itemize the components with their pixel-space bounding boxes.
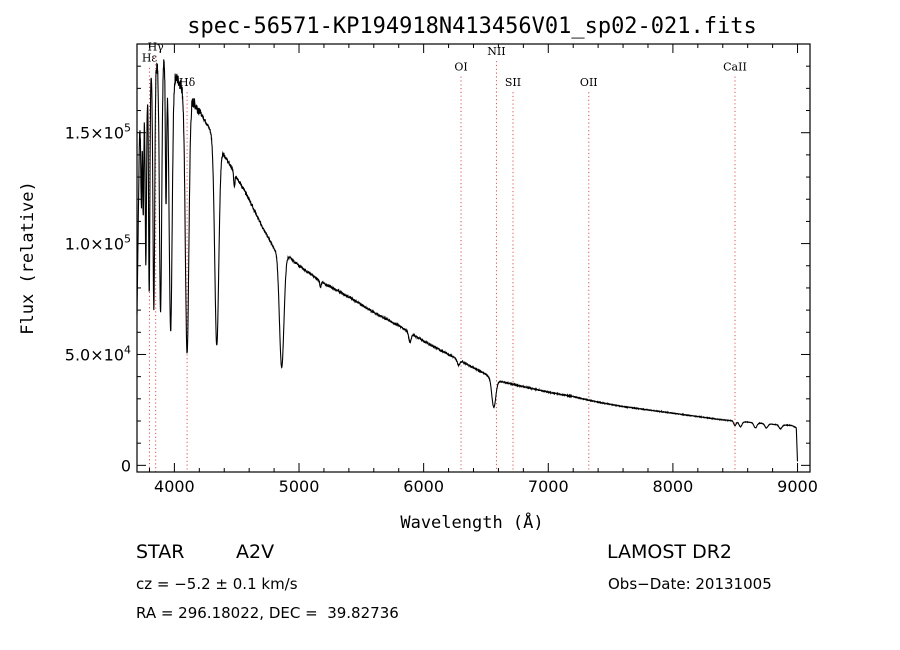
y-tick-label: 0: [121, 456, 131, 475]
marker-label: Hε: [142, 52, 158, 65]
y-tick-label: 1.5×105: [65, 122, 131, 143]
y-tick-label: 5.0×104: [65, 343, 131, 364]
marker-label: SII: [505, 76, 521, 89]
spectrum-line: [136, 59, 799, 462]
plot-frame: [136, 43, 811, 473]
object-type: STAR: [136, 541, 185, 563]
marker-label: OI: [454, 61, 467, 74]
spectral-subclass: A2V: [236, 541, 275, 563]
x-axis-ticks: 4000 5000 6000 7000 8000 9000: [148, 44, 818, 496]
x-tick-label: 5000: [279, 477, 320, 496]
marker-label: Hδ: [179, 76, 196, 89]
marker-label: OII: [580, 76, 598, 89]
y-axis-ticks: 0 5.0×104 1.0×105 1.5×105: [65, 65, 810, 475]
marker-label: CaII: [723, 61, 747, 74]
y-axis-label: Flux (relative): [18, 181, 38, 335]
x-axis-label: Wavelength (Å): [400, 511, 543, 533]
y-tick-label: 1.0×105: [65, 233, 131, 254]
coordinates: RA = 296.18022, DEC = 39.82736: [136, 604, 399, 622]
survey-name: LAMOST DR2: [607, 541, 732, 563]
x-tick-label: 9000: [777, 477, 818, 496]
x-tick-label: 4000: [154, 477, 195, 496]
chart-title: spec-56571-KP194918N413456V01_sp02-021.f…: [187, 14, 757, 39]
marker-label: Hγ: [148, 41, 165, 54]
x-tick-label: 8000: [653, 477, 694, 496]
redshift-cz: cz = −5.2 ± 0.1 km/s: [136, 575, 298, 593]
x-tick-label: 7000: [528, 477, 569, 496]
marker-label: NII: [487, 45, 505, 58]
observation-date: Obs−Date: 20131005: [608, 575, 772, 593]
x-tick-label: 6000: [403, 477, 444, 496]
